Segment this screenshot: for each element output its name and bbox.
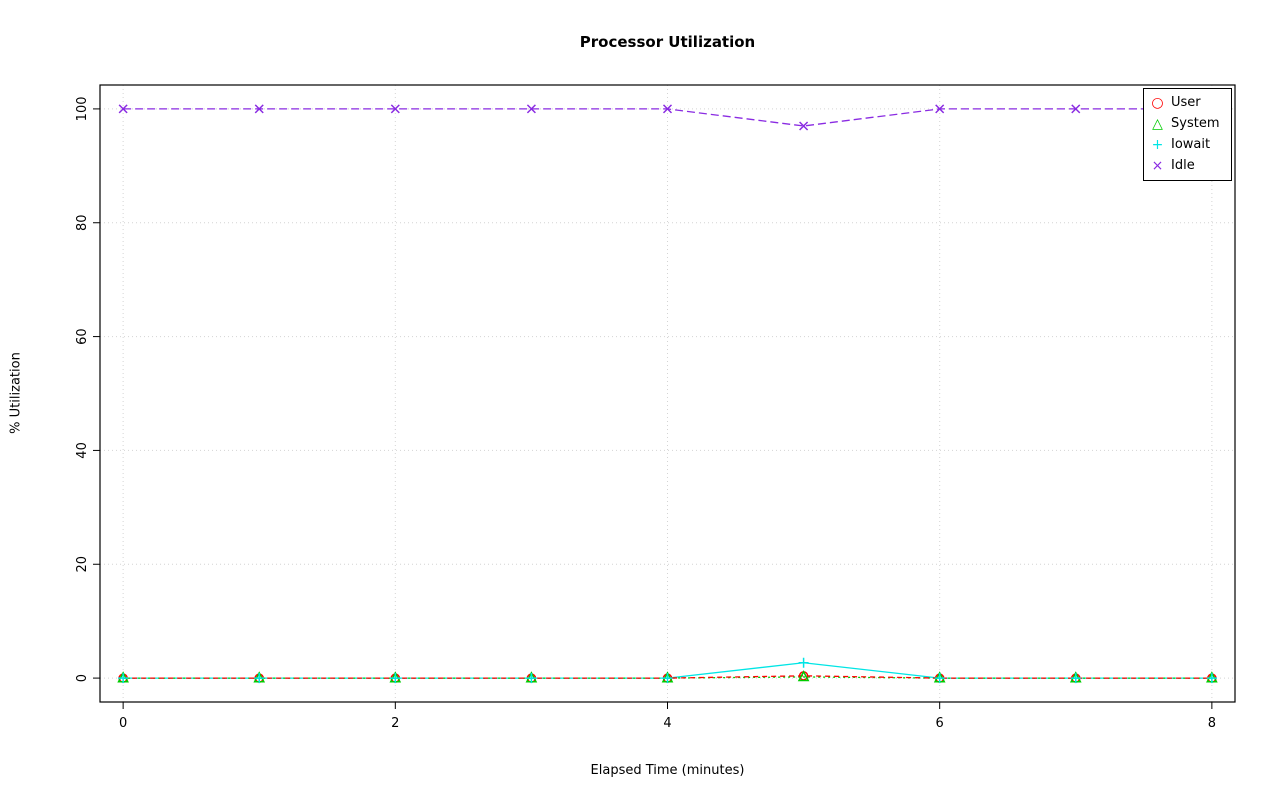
y-tick-label: 40 <box>75 442 90 459</box>
legend-item-idle: × Idle <box>1151 155 1231 176</box>
idle-x-marker-icon: × <box>1151 157 1164 174</box>
point-x <box>935 104 945 114</box>
point-plus <box>798 657 809 668</box>
user-circle-marker-icon: ○ <box>1151 94 1164 111</box>
point-x <box>662 104 673 114</box>
legend-item-user: ○ User <box>1151 92 1231 113</box>
point-plus <box>526 673 537 684</box>
legend-label-user: User <box>1171 95 1201 110</box>
x-tick-label: 0 <box>119 716 127 731</box>
y-axis-label: % Utilization <box>8 352 24 434</box>
x-tick-label: 6 <box>936 716 944 731</box>
point-triangle <box>797 670 810 682</box>
point-x <box>1071 104 1081 114</box>
legend-label-system: System <box>1171 116 1220 131</box>
point-x <box>390 104 400 114</box>
x-tick-label: 8 <box>1208 716 1216 731</box>
y-tick-label: 80 <box>75 214 90 231</box>
point-x <box>254 104 264 114</box>
legend-item-system: △ System <box>1151 113 1231 134</box>
x-tick-label: 2 <box>391 716 399 731</box>
point-plus <box>1070 673 1081 684</box>
system-triangle-marker-icon: △ <box>1152 115 1163 132</box>
legend-item-iowait: + Iowait <box>1151 134 1231 155</box>
y-tick-label: 100 <box>75 96 90 121</box>
legend-label-idle: Idle <box>1171 158 1195 173</box>
y-tick-label: 0 <box>75 674 90 682</box>
y-tick-label: 20 <box>75 556 90 573</box>
iowait-plus-marker-icon: + <box>1151 136 1164 153</box>
chart-title: Processor Utilization <box>579 33 756 51</box>
x-axis-label: Elapsed Time (minutes) <box>590 763 745 778</box>
point-plus <box>390 673 401 684</box>
point-x <box>526 104 536 114</box>
x-tick-label: 4 <box>663 716 671 731</box>
point-x <box>118 104 128 114</box>
point-plus <box>1206 673 1217 684</box>
point-x <box>799 121 809 131</box>
y-tick-label: 60 <box>75 328 90 345</box>
point-plus <box>662 673 673 684</box>
point-plus <box>934 673 945 684</box>
point-plus <box>118 673 129 684</box>
point-plus <box>254 673 265 684</box>
legend: ○ User △ System + Iowait × Idle <box>1143 88 1232 181</box>
legend-label-iowait: Iowait <box>1171 137 1211 152</box>
